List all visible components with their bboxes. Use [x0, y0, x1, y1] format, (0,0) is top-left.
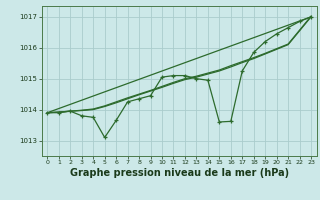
X-axis label: Graphe pression niveau de la mer (hPa): Graphe pression niveau de la mer (hPa) [70, 168, 289, 178]
